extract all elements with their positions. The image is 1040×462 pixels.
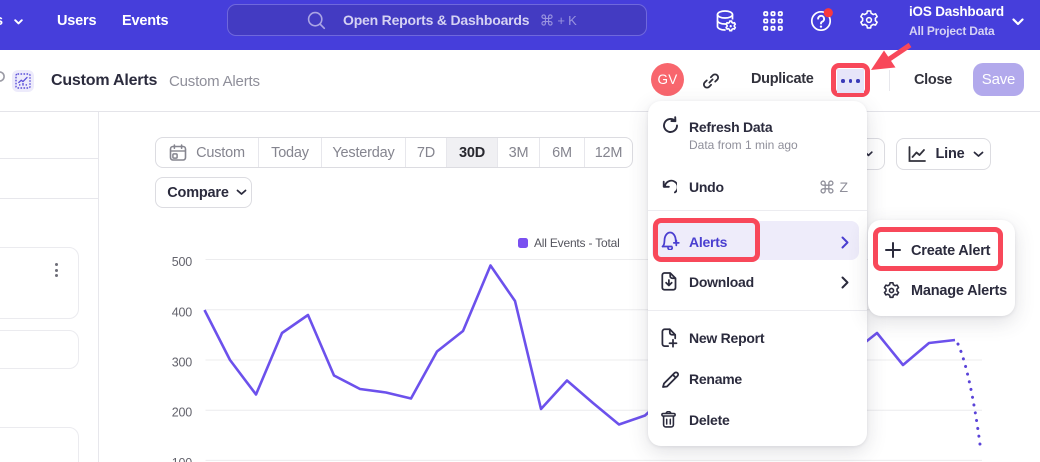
svg-text:100: 100 <box>172 456 193 462</box>
svg-text:300: 300 <box>172 356 193 370</box>
svg-text:400: 400 <box>172 305 193 319</box>
svg-text:500: 500 <box>172 255 193 269</box>
svg-text:200: 200 <box>172 406 193 420</box>
